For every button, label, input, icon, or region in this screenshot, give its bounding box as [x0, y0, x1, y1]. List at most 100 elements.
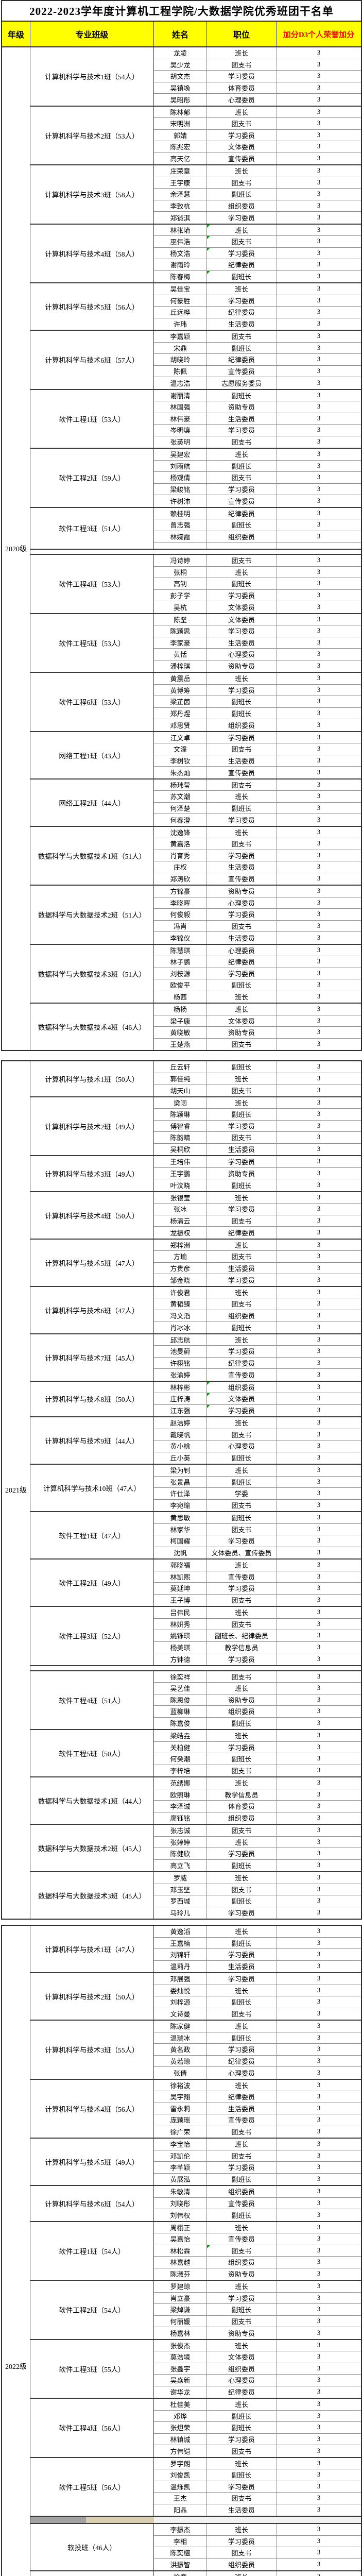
member-row: 邱志航 班长 3 — [154, 1334, 361, 1346]
member-row: 李芊颖 学习委员 3 — [154, 2162, 361, 2174]
member-row: 林子鹏 纪律委员 3 — [154, 956, 361, 968]
score-cell: 3 — [317, 1549, 321, 1556]
position-cell: 班长 — [207, 2139, 276, 2150]
name-cell: 苏文潮 — [154, 791, 207, 802]
member-rows: 龙凌 班长 3 吴少龙 团支书 3 胡文杰 学习委员 3 吴镇堍 体育委员 3 吴昭彤 心理委员 3 — [154, 47, 361, 106]
score-cell: 3 — [317, 899, 321, 906]
name-cell: 刘雨航 — [154, 460, 207, 471]
member-rows: 赖桂明 纪律委员 3 曾志强 副班长 3 林婉霞 组织委员 3 — [154, 507, 361, 549]
comment-marker-icon — [207, 1404, 210, 1408]
position-cell: 班长 — [207, 1334, 276, 1345]
position-cell: 班长 — [207, 449, 276, 460]
name-cell: 岑明壤 — [154, 425, 207, 436]
score-cell: 3 — [317, 438, 321, 446]
name-cell: 肖立豪 — [154, 2292, 207, 2303]
comment-marker-icon — [207, 1393, 210, 1396]
name-cell: 李致杭 — [154, 200, 207, 211]
position-cell: 副班长 — [207, 578, 276, 589]
class-label-cell: 计算机科学与技术1班（47人） — [30, 1926, 154, 1972]
name-cell: 方伟铠 — [154, 2445, 207, 2457]
member-row: 陈坚 文体委员 3 — [154, 614, 361, 625]
name-cell: 林张堉 — [154, 224, 207, 235]
score-cell: 3 — [317, 650, 321, 658]
class-label-cell: 软投班（46人） — [30, 2524, 154, 2570]
position-cell: 班长 — [207, 2021, 276, 2032]
position-cell: 纪律委员 — [207, 259, 276, 270]
class-group: 计算机科学与技术4班（58人） 林张堉 班长 3 巫伟浩 团支书 3 杨文浩 学习委员 3 谢雨玲纪… — [30, 224, 361, 283]
position-cell: 班长 — [207, 1192, 276, 1203]
name-cell: 宋明洲 — [154, 118, 207, 129]
name-cell: 刘梓源 — [154, 1996, 207, 2008]
position-cell: 副班长 — [207, 696, 276, 707]
class-group: 软件工程4班（51人） 徐奕祥 团支书 3 吴艺佳 班长 3 陈恩俊 资助专员 3 蓝柳琳 组织委员 3… — [30, 1671, 361, 1730]
score-cell: 3 — [317, 1838, 321, 1845]
position-cell: 团支书 — [207, 1671, 276, 1682]
position-cell: 学习委员 — [207, 212, 276, 224]
member-row: 许栩铭 纪律委员 3 — [154, 1357, 361, 1369]
member-row: 林家华 团支书 3 — [154, 1523, 361, 1535]
position-cell: 副班长 — [207, 1512, 276, 1523]
position-cell: 宣传委员 — [207, 365, 276, 377]
member-rows: 朱敏清 组织委员 3 刘晓彤 宣传委员 3 刘伟权 副班长 3 — [154, 2186, 361, 2221]
score-cell: 3 — [317, 1779, 321, 1787]
member-row: 郑丹煜 副班长 3 — [154, 707, 361, 719]
score-cell: 3 — [317, 887, 321, 895]
class-list: 计算机科学与技术1班（47人） 黄逸滔 班长 3 王嘉楠 副班长 3 刘锦轩 学习委员 3 温莉丹生… — [30, 1926, 361, 2576]
score-cell: 3 — [317, 1169, 321, 1177]
member-row: 徐广荣 团支书 3 — [154, 2126, 361, 2138]
position-cell: 学习委员 — [207, 1653, 276, 1665]
score-cell: 3 — [317, 1790, 321, 1798]
position-cell: 班长 — [207, 991, 276, 1003]
position-cell: 组织委员 — [207, 200, 276, 211]
position-cell: 学习委员 — [207, 1741, 276, 1753]
member-row: 陈恩俊 资助专员 3 — [154, 1694, 361, 1706]
name-cell: 林凯熙 — [154, 1571, 207, 1582]
class-label-cell: 软件工程3班（52人） — [30, 1607, 154, 1665]
member-row: 梁峻铭 学习委员 3 — [154, 483, 361, 495]
name-cell: 朱敏清 — [154, 2186, 207, 2197]
member-row: 龙振权 纪律委员 3 — [154, 1227, 361, 1239]
score-cell: 3 — [317, 1466, 321, 1474]
position-cell: 团支书 — [207, 2445, 276, 2457]
position-cell: 副班长 — [207, 1452, 276, 1464]
position-cell: 学习委员 — [207, 425, 276, 436]
member-row: 陈家健 班长 3 — [154, 2021, 361, 2032]
class-group: 计算机科学与技术10班（47人） 梁为钊 班长 3 张景昌 副班长 3 许仕泽 学委 3 李宛瑜 团支… — [30, 1465, 361, 1512]
class-group: 数据科学与大数据技术3班（45人） 罗威 班长 3 邓玉坚 团支书 3 罗西城 副班长 3 马玲儿学… — [30, 1872, 361, 1919]
position-cell: 学习委员 — [207, 2433, 276, 2445]
name-cell: 张志诚 — [154, 1825, 207, 1836]
position-cell: 宣传委员 — [207, 495, 276, 507]
class-group: 数据科学与大数据技术4班（46人） 杨扬 班长 3 梁子康 文体委员 3 黄晓敏 资助专员 3 王楚… — [30, 1004, 361, 1050]
score-cell: 3 — [317, 1514, 321, 1521]
position-cell: 学习委员 — [207, 625, 276, 637]
member-row: 邓凯伦 团支书 3 — [154, 2150, 361, 2162]
position-cell: 组织委员 — [207, 2558, 276, 2570]
position-cell: 心理委员 — [207, 2067, 276, 2079]
score-cell: 3 — [317, 969, 321, 977]
name-cell: 黄恬 — [154, 649, 207, 660]
score-cell: 3 — [317, 1596, 321, 1604]
position-cell: 学习委员 — [207, 1907, 276, 1919]
member-row: 邓思贤 组织委员 3 — [154, 719, 361, 731]
position-cell: 组织委员 — [207, 2186, 276, 2197]
position-cell: 宣传委员 — [207, 2233, 276, 2245]
class-label-cell: 软件工程6班（53人） — [30, 673, 154, 731]
member-rows: 罗威 班长 3 邓玉坚 团支书 3 罗西城 副班长 3 马玲儿 学习委员 3 — [154, 1872, 361, 1919]
position-cell: 副班长 — [207, 1476, 276, 1487]
class-label-cell: 软件工程5班（53人） — [30, 614, 154, 672]
name-cell: 柯国耀 — [154, 1535, 207, 1547]
position-cell: 生活委员 — [207, 1960, 276, 1972]
name-cell: 徐裕波 — [154, 2079, 207, 2091]
position-cell: 宣传委员 — [207, 767, 276, 778]
member-rows: 王培伟 学习委员 3 王宇鹏 资助专员 3 叶汶晓 副班长 3 — [154, 1156, 361, 1191]
score-cell: 3 — [317, 497, 321, 504]
score-cell: 3 — [317, 863, 321, 871]
score-cell: 3 — [317, 698, 321, 705]
score-cell: 3 — [317, 485, 321, 493]
member-row: 李树钦 生活委员 3 — [154, 755, 361, 767]
member-row: 李梓培 团支书 3 — [154, 1765, 361, 1776]
position-cell: 班长 — [207, 1730, 276, 1741]
class-label-cell: 软件工程5班（56人） — [30, 2458, 154, 2516]
member-row: 冯文滔 组织委员 3 — [154, 1310, 361, 1321]
